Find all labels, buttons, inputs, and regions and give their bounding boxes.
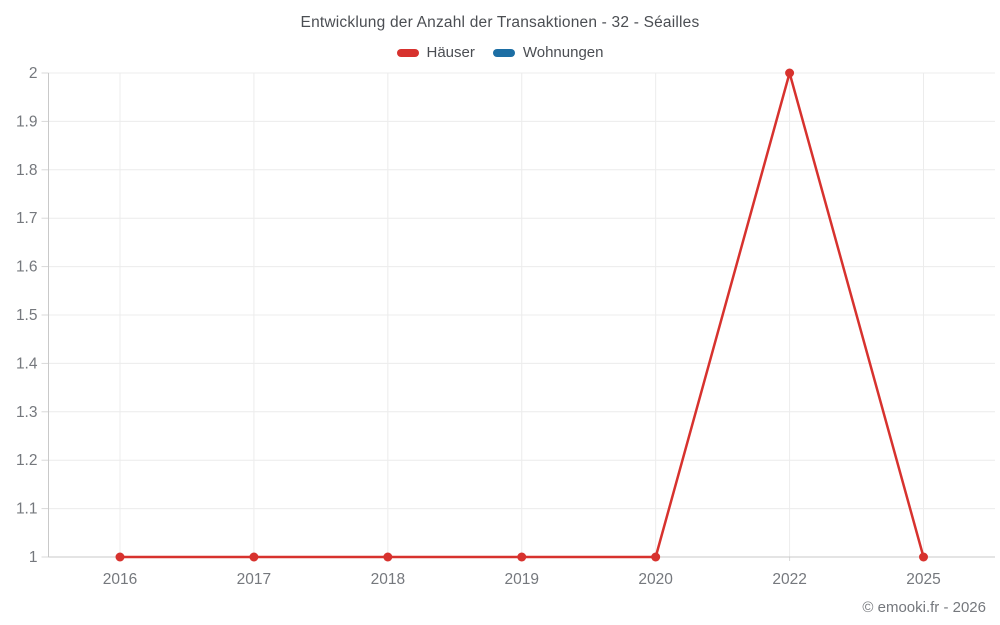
y-axis-label: 1.8 bbox=[16, 162, 38, 179]
y-axis-label: 1.9 bbox=[16, 113, 38, 130]
x-axis-label: 2018 bbox=[371, 571, 405, 588]
data-point[interactable] bbox=[517, 552, 527, 562]
x-axis-label: 2017 bbox=[237, 571, 271, 588]
y-axis-label: 1.6 bbox=[16, 259, 38, 276]
x-axis-label: 2025 bbox=[906, 571, 940, 588]
y-axis-label: 1.2 bbox=[16, 452, 38, 469]
copyright-footer: © emooki.fr - 2026 bbox=[862, 599, 986, 616]
y-axis-label: 1.5 bbox=[16, 307, 38, 324]
x-axis-label: 2019 bbox=[505, 571, 539, 588]
y-axis-label: 1.1 bbox=[16, 501, 38, 518]
y-axis-label: 1 bbox=[29, 549, 38, 566]
chart-title: Entwicklung der Anzahl der Transaktionen… bbox=[300, 14, 700, 31]
x-axis-label: 2016 bbox=[103, 571, 137, 588]
chart-legend: Häuser Wohnungen bbox=[0, 44, 1000, 61]
y-axis-label: 2 bbox=[29, 65, 38, 82]
legend-swatch-wohnungen-icon bbox=[492, 48, 515, 57]
data-point[interactable] bbox=[919, 552, 928, 562]
x-axis-label: 2022 bbox=[772, 571, 806, 588]
data-point[interactable] bbox=[383, 552, 393, 562]
data-point[interactable] bbox=[651, 552, 661, 562]
data-point[interactable] bbox=[249, 552, 259, 562]
y-axis-label: 1.7 bbox=[16, 210, 38, 227]
legend-item-haeuser[interactable]: Häuser bbox=[396, 44, 475, 61]
x-axis-label: 2020 bbox=[638, 571, 673, 588]
legend-label-wohnungen: Wohnungen bbox=[522, 44, 604, 61]
legend-swatch-haeuser-icon bbox=[396, 48, 419, 57]
data-point[interactable] bbox=[785, 68, 795, 78]
data-point[interactable] bbox=[115, 552, 125, 562]
y-axis-label: 1.4 bbox=[16, 355, 38, 372]
legend-label-haeuser: Häuser bbox=[426, 44, 475, 61]
y-axis-label: 1.3 bbox=[16, 404, 38, 421]
legend-item-wohnungen[interactable]: Wohnungen bbox=[492, 44, 604, 61]
